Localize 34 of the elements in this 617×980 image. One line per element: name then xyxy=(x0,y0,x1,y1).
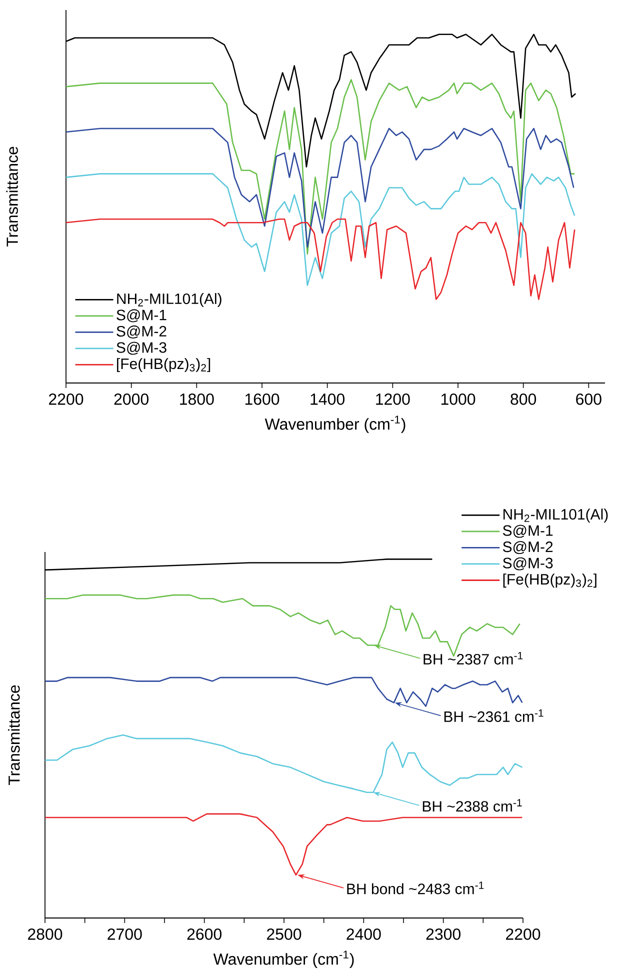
x-tick-label: 2400 xyxy=(346,928,381,940)
x-tick-label: 1400 xyxy=(310,394,344,405)
x-tick-label: 2800 xyxy=(28,928,62,940)
annotation: BH ~2387 cm$^{-1}$ xyxy=(424,652,523,665)
x-tick-label: 2600 xyxy=(187,928,222,940)
legend-label: S@M-1 xyxy=(502,524,553,538)
legend-label: NH$_{2}$-MIL101(Al) xyxy=(117,293,222,308)
x-axis-title: Wavenumber (cm$^{-1}$) xyxy=(213,950,354,968)
x-tick-label: 2200 xyxy=(49,394,84,405)
legend-label: S@M-1 xyxy=(116,309,166,322)
legend-label: S@M-3 xyxy=(116,342,166,355)
legend-label: S@M-3 xyxy=(502,557,553,570)
x-tick-label: 1200 xyxy=(376,394,410,405)
x-tick-label: 800 xyxy=(510,394,536,405)
y-axis-title: Transmittance xyxy=(6,146,18,247)
legend-label: S@M-2 xyxy=(502,541,553,554)
legend-label: [Fe(HB(pz)$_{3}$)$_{2}$] xyxy=(503,574,596,588)
x-axis-title: Wavenumber (cm$^{-1}$) xyxy=(264,416,406,433)
legend-label: NH$_{2}$-MIL101(Al) xyxy=(504,508,608,523)
x-tick-label: 1000 xyxy=(441,394,476,405)
y-axis-title: Transmittance xyxy=(8,685,20,786)
x-tick-label: 2700 xyxy=(108,928,142,940)
annotation: BH bond ~2483 cm$^{-1}$ xyxy=(347,882,484,894)
legend-label: S@M-2 xyxy=(116,326,166,339)
x-tick-label: 600 xyxy=(576,394,602,405)
annotation: BH ~2388 cm$^{-1}$ xyxy=(422,799,522,812)
x-tick-label: 2200 xyxy=(506,928,540,940)
legend-label: [Fe(HB(pz)$_{3}$)$_{2}$] xyxy=(117,358,210,372)
x-tick-label: 1600 xyxy=(245,394,280,405)
x-tick-label: 2000 xyxy=(114,394,148,405)
x-tick-label: 2500 xyxy=(267,928,302,940)
x-tick-label: 2300 xyxy=(426,928,460,940)
x-tick-label: 1800 xyxy=(180,394,214,405)
annotation: BH ~2361 cm$^{-1}$ xyxy=(444,709,544,722)
